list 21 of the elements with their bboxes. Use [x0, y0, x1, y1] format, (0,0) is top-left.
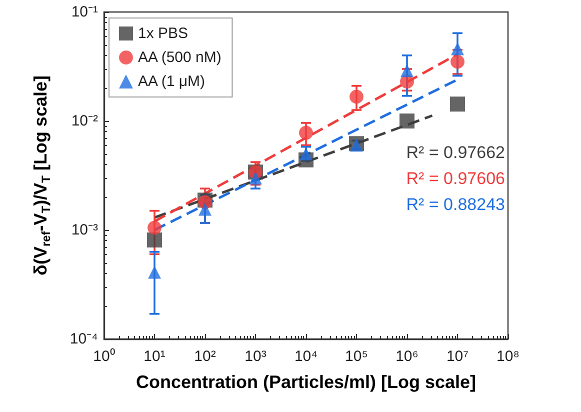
y-tick-label: 10⁻³	[71, 222, 98, 238]
x-tick-label: 10⁷	[446, 348, 469, 365]
x-tick-label: 10⁸	[496, 348, 520, 365]
x-tick-label: 10²	[194, 348, 216, 365]
x-axis-title: Concentration (Particles/ml) [Log scale]	[136, 372, 476, 392]
legend-label: AA (500 nM)	[138, 49, 222, 66]
y-tick-label: 10⁻⁴	[70, 330, 98, 348]
annotation: R² = 0.97606	[406, 169, 506, 188]
x-tick-label: 10¹	[144, 348, 166, 365]
x-tick-label: 10⁶	[396, 348, 418, 365]
legend-label: AA (1 μM)	[138, 73, 205, 90]
x-tick-label: 10⁵	[345, 348, 368, 365]
x-tick-label: 10³	[244, 348, 266, 365]
legend-label: 1x PBS	[138, 25, 188, 42]
x-tick-label: 10⁰	[93, 348, 115, 365]
y-tick-label: 10⁻²	[71, 112, 98, 130]
annotation: R² = 0.97662	[406, 143, 506, 162]
x-tick-label: 10⁴	[294, 348, 318, 365]
y-axis-title: δ(Vref-VT)/VT [Log scale]	[30, 76, 53, 276]
annotation: R² = 0.88243	[406, 195, 506, 214]
y-tick-label: 10⁻¹	[71, 4, 98, 20]
